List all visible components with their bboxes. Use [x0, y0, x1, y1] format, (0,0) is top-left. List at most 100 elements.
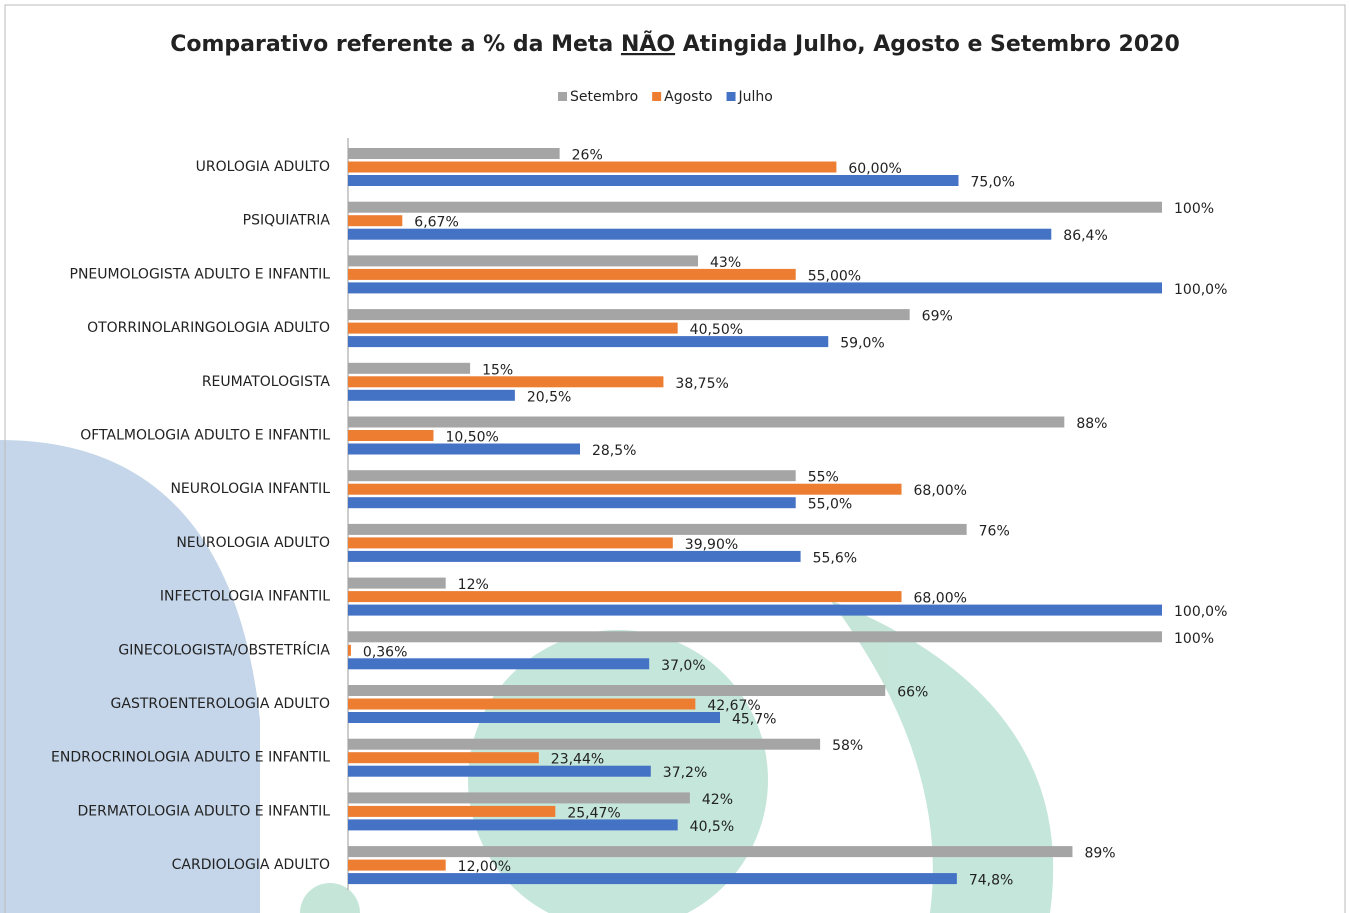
data-label: 66% [897, 685, 928, 701]
bar [348, 161, 837, 173]
data-label: 55,6% [813, 550, 857, 566]
data-label: 58% [832, 738, 863, 754]
y-tick-label: UROLOGIA ADULTO [196, 159, 330, 175]
bar [348, 336, 829, 348]
bar [348, 698, 696, 710]
data-label: 59,0% [840, 336, 884, 352]
bar [348, 362, 471, 374]
data-label: 37,0% [661, 658, 705, 674]
legend-label: Setembro [570, 89, 638, 105]
bar [348, 322, 678, 334]
data-label: 28,5% [592, 443, 636, 459]
bar [348, 805, 556, 817]
legend-swatch [726, 92, 736, 101]
data-label: 42,67% [707, 698, 760, 714]
bar [348, 523, 967, 535]
data-label: 45,7% [732, 712, 776, 728]
bar [348, 228, 1052, 240]
y-tick-label: OFTALMOLOGIA ADULTO E INFANTIL [80, 428, 330, 444]
data-label: 38,75% [675, 376, 728, 392]
data-label: 43% [710, 255, 741, 271]
bar [348, 712, 720, 723]
bar [348, 389, 515, 401]
bar [348, 765, 651, 777]
data-label: 12,00% [458, 859, 511, 875]
data-label: 68,00% [914, 483, 967, 499]
bar [348, 201, 1162, 213]
title-part: Atingida Julho, Agosto e Setembro 2020 [675, 32, 1180, 57]
bar [348, 846, 1073, 858]
title-part: Comparativo referente a % da Meta [170, 32, 621, 57]
data-label: 74,8% [969, 873, 1013, 889]
data-label: 40,5% [690, 819, 734, 835]
data-label: 0,36% [363, 644, 407, 660]
bar [348, 470, 796, 482]
data-label: 42% [702, 792, 733, 808]
data-label: 12% [458, 577, 489, 593]
data-label: 55,0% [808, 497, 852, 513]
bar [348, 591, 902, 603]
y-tick-label: GINECOLOGISTA/OBSTETRÍCIA [118, 641, 330, 658]
y-tick-label: ENDROCRINOLOGIA ADULTO E INFANTIL [51, 750, 330, 766]
bar [348, 537, 673, 549]
data-label: 69% [922, 309, 953, 325]
data-label: 15% [482, 362, 513, 378]
bar [348, 255, 699, 267]
data-label: 39,90% [685, 537, 738, 553]
data-label: 100% [1174, 631, 1214, 647]
legend-label: Julho [738, 89, 773, 105]
data-label: 88% [1076, 416, 1107, 432]
bar [348, 604, 1162, 616]
bar [348, 685, 886, 696]
y-tick-label: GASTROENTEROLOGIA ADULTO [111, 696, 330, 712]
y-tick-label: REUMATOLOGISTA [202, 374, 331, 390]
bar [348, 483, 902, 495]
data-label: 23,44% [551, 752, 604, 768]
y-tick-label: PNEUMOLOGISTA ADULTO E INFANTIL [70, 266, 331, 282]
data-label: 55% [808, 470, 839, 486]
bar [348, 859, 446, 871]
bar [348, 148, 560, 159]
data-label: 20,5% [527, 389, 571, 405]
data-label: 26% [572, 148, 603, 164]
y-tick-label: DERMATOLOGIA ADULTO E INFANTIL [77, 803, 330, 819]
bar [348, 738, 821, 750]
bar [348, 819, 678, 831]
data-label: 25,47% [567, 805, 620, 821]
bar [348, 550, 801, 562]
data-label: 100,0% [1174, 604, 1227, 620]
chart-frame [4, 4, 1346, 913]
bar [348, 658, 650, 670]
data-label: 89% [1084, 846, 1115, 862]
bar [348, 175, 959, 186]
data-label: 10,50% [445, 430, 498, 446]
bar [348, 792, 690, 804]
y-tick-label: NEUROLOGIA ADULTO [176, 535, 330, 551]
bar [348, 309, 910, 321]
bar [348, 282, 1162, 294]
data-label: 68,00% [914, 591, 967, 607]
y-tick-label: OTORRINOLARINGOLOGIA ADULTO [87, 320, 330, 336]
y-tick-label: PSIQUIATRIA [243, 213, 331, 229]
bar [348, 430, 434, 441]
background-decoration [0, 440, 1054, 913]
data-label: 76% [979, 523, 1010, 539]
bar [348, 873, 957, 885]
data-label: 60,00% [848, 161, 901, 177]
bar [348, 215, 403, 227]
bar [348, 416, 1065, 428]
y-tick-label: CARDIOLOGIA ADULTO [172, 857, 330, 873]
bar [348, 577, 446, 589]
legend-swatch [558, 92, 567, 101]
bar [348, 376, 664, 388]
bar [348, 644, 351, 656]
y-tick-label: NEUROLOGIA INFANTIL [170, 481, 330, 497]
bar [348, 268, 796, 280]
bar [348, 497, 796, 509]
bar [348, 752, 539, 764]
y-tick-label: INFECTOLOGIA INFANTIL [160, 589, 330, 605]
legend-label: Agosto [664, 89, 712, 105]
chart-title: Comparativo referente a % da Meta NÃO At… [170, 31, 1180, 57]
bar [348, 443, 580, 455]
